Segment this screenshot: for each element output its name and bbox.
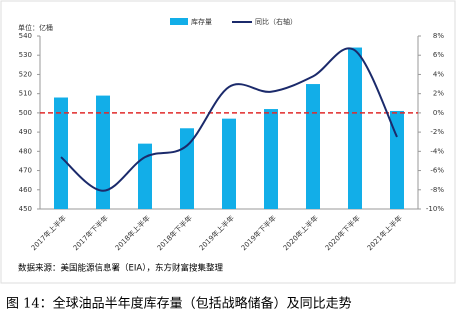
bar <box>306 84 320 209</box>
bar <box>264 109 278 209</box>
bar <box>96 95 110 209</box>
y-tick-label: 500 <box>19 109 32 117</box>
x-tick-label: 2019年下半年 <box>239 213 278 252</box>
x-tick-label: 2017年上半年 <box>29 213 68 252</box>
y-tick-label: 470 <box>19 167 32 175</box>
y-tick-label: 520 <box>19 70 32 78</box>
y2-tick-label: 4% <box>433 70 444 78</box>
y-tick-label: 480 <box>19 147 32 155</box>
bar <box>348 47 362 210</box>
bar <box>138 143 152 209</box>
source: 数据来源：美国能源信息署（EIA），东方财富搜集整理 <box>18 263 223 274</box>
chart-frame <box>0 0 456 284</box>
bar <box>222 118 236 209</box>
x-tick-label: 2020年上半年 <box>281 213 320 252</box>
x-tick-label: 2020年下半年 <box>323 213 362 252</box>
legend-swatch <box>170 18 188 25</box>
x-tick-label: 2021年上半年 <box>365 213 404 252</box>
y2-tick-label: 6% <box>433 51 444 59</box>
y2-tick-label: -6% <box>430 167 444 175</box>
bar <box>54 97 68 209</box>
y2-tick-label: 8% <box>433 32 444 40</box>
y-tick-label: 490 <box>19 128 32 136</box>
y-tick-label: 530 <box>19 51 32 59</box>
x-tick-label: 2019年上半年 <box>197 213 236 252</box>
y-tick-label: 460 <box>19 186 32 194</box>
unit-label: 单位：亿桶 <box>18 23 53 32</box>
x-tick-label: 2017年下半年 <box>71 213 110 252</box>
y2-tick-label: -4% <box>430 147 444 155</box>
caption: 图 14：全球油品半年度库存量（包括战略储备）及同比走势 <box>6 296 352 312</box>
y2-tick-label: -8% <box>430 186 444 194</box>
legend-label: 库存量 <box>191 17 212 26</box>
y2-tick-label: 2% <box>433 90 444 98</box>
legend-label: 同比（右轴） <box>255 17 297 26</box>
y-tick-label: 510 <box>19 90 32 98</box>
y2-tick-label: -2% <box>430 128 444 136</box>
bar <box>390 110 404 209</box>
x-tick-label: 2018年下半年 <box>155 213 194 252</box>
x-tick-label: 2018年上半年 <box>113 213 152 252</box>
y-tick-label: 540 <box>19 32 32 40</box>
y2-tick-label: 0% <box>433 109 444 117</box>
y2-tick-label: -10% <box>426 205 444 213</box>
line <box>60 47 398 192</box>
y-tick-label: 450 <box>19 205 32 213</box>
